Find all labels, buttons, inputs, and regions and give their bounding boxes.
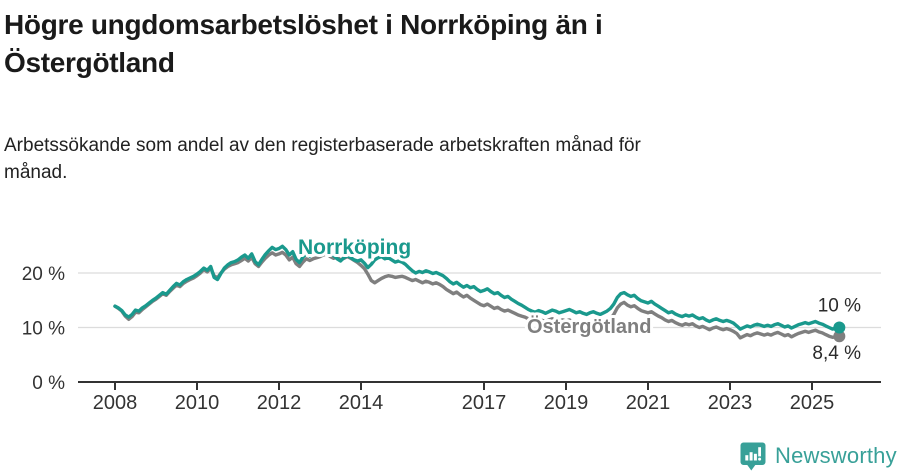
series-line-norrkoping [113, 244, 841, 331]
end-value-label-ostergotland: 8,4 % [812, 343, 861, 364]
page-title-line-1: Högre ungdomsarbetslöshet i Norrköping ä… [4, 9, 603, 40]
x-tick-label: 2008 [93, 392, 138, 414]
page-title-line-2: Östergötland [4, 47, 175, 78]
y-tick-label: 0 % [32, 373, 65, 394]
x-tick-label: 2021 [626, 392, 671, 414]
x-tick-label: 2012 [257, 392, 302, 414]
newsworthy-brand-text: Newsworthy [775, 443, 897, 468]
x-tick-label: 2019 [544, 392, 589, 414]
x-tick-label: 2025 [790, 392, 835, 414]
end-value-label-norrkoping: 10 % [818, 296, 861, 317]
x-tick-label: 2010 [175, 392, 220, 414]
end-dot-norrkoping [833, 321, 846, 334]
page-title: Högre ungdomsarbetslöshet i Norrköping ä… [4, 6, 603, 82]
series-label-ostergotland: Östergötland [527, 315, 651, 338]
chart-subtitle-line-1: Arbetssökande som andel av den registerb… [4, 135, 641, 156]
chart-subtitle-line-2: månad. [4, 162, 68, 183]
newsworthy-chart-speech-bubble-icon [740, 442, 766, 470]
y-tick-label: 10 % [22, 319, 65, 340]
x-tick-label: 2017 [462, 392, 507, 414]
chart-subtitle: Arbetssökande som andel av den registerb… [4, 132, 641, 186]
end-dot-ostergotland [833, 330, 846, 343]
series-label-norrkoping: Norrköping [298, 236, 411, 259]
y-tick-label: 20 % [22, 264, 65, 285]
newsworthy-logo[interactable]: Newsworthy [740, 441, 897, 471]
series-line-ostergotland [113, 250, 841, 340]
x-tick-label: 2014 [339, 392, 384, 414]
x-tick-label: 2023 [708, 392, 753, 414]
